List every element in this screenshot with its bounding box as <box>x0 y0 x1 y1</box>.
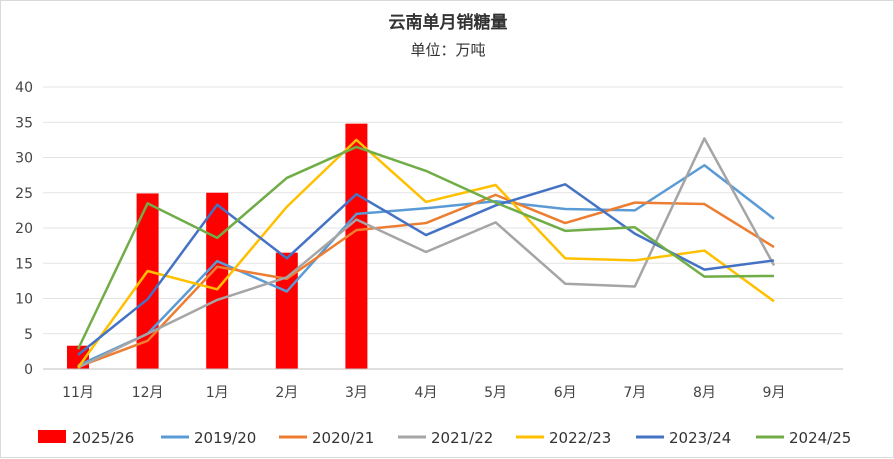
chart-title: 云南单月销糖量 <box>389 12 508 33</box>
y-tick-label: 10 <box>15 292 33 308</box>
legend-label: 2019/20 <box>194 429 256 447</box>
y-tick-label: 35 <box>15 115 33 131</box>
y-tick-label: 5 <box>24 327 33 343</box>
x-tick-label: 1月 <box>206 385 229 401</box>
legend-swatch <box>38 430 66 443</box>
legend-label: 2023/24 <box>669 429 731 447</box>
y-tick-label: 40 <box>15 80 33 96</box>
y-tick-label: 0 <box>24 362 33 378</box>
y-tick-label: 20 <box>15 221 33 237</box>
y-tick-label: 25 <box>15 186 33 202</box>
bar <box>136 193 159 369</box>
series-line-2020/21 <box>77 193 775 369</box>
series-line-2019/20 <box>77 164 775 367</box>
x-tick-label: 2月 <box>275 385 298 401</box>
bar <box>206 192 229 369</box>
series-line-2024/25 <box>76 145 775 350</box>
x-tick-label: 8月 <box>693 385 716 401</box>
legend-label: 2025/26 <box>72 429 134 447</box>
bar <box>275 252 298 369</box>
x-tick-label: 9月 <box>763 385 786 401</box>
legend-label: 2021/22 <box>431 429 493 447</box>
series-line-2023/24 <box>77 183 775 356</box>
x-tick-label: 6月 <box>554 385 577 401</box>
series-line-2022/23 <box>76 138 775 369</box>
bar <box>345 123 368 369</box>
series-line-2021/22 <box>77 137 776 369</box>
x-tick-label: 5月 <box>484 385 507 401</box>
x-tick-label: 4月 <box>415 385 438 401</box>
legend-label: 2020/21 <box>312 429 374 447</box>
x-tick-label: 11月 <box>62 385 94 401</box>
legend-label: 2024/25 <box>789 429 851 447</box>
x-tick-label: 12月 <box>132 385 164 401</box>
chart-subtitle: 单位：万吨 <box>410 41 485 59</box>
legend-label: 2022/23 <box>549 429 611 447</box>
y-tick-label: 15 <box>15 256 33 272</box>
x-tick-label: 7月 <box>623 385 646 401</box>
x-tick-label: 3月 <box>345 385 368 401</box>
y-tick-label: 30 <box>15 151 33 167</box>
